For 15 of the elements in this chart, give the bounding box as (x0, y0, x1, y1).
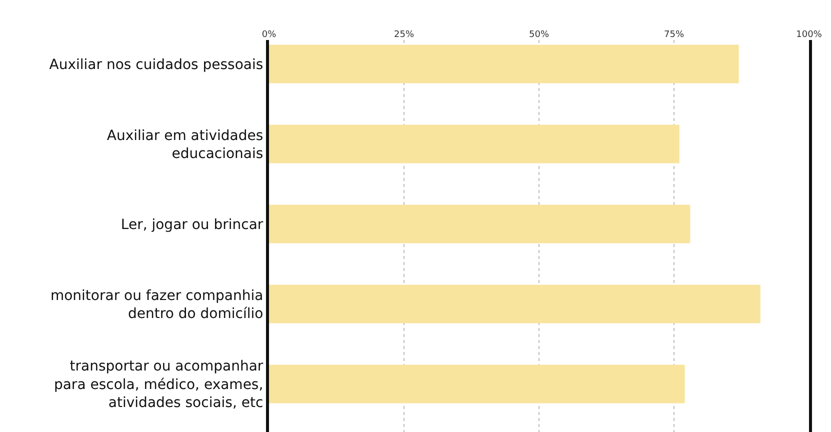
x-tick-label: 50% (528, 30, 550, 40)
bar (269, 124, 680, 164)
y-tick-label: Ler, jogar ou brincar (120, 216, 264, 233)
bar (269, 44, 739, 84)
y-tick-label: monitorar ou fazer companhia dentro do domicílio (50, 288, 264, 322)
bar (269, 204, 690, 244)
bar (269, 284, 760, 324)
y-tick-label: Auxiliar em atividades educacionais (106, 128, 264, 162)
x-tick-label: 75% (664, 30, 684, 40)
bar (269, 364, 685, 404)
x-tick-label: 100% (796, 30, 822, 40)
y-tick-label: Auxiliar nos cuidados pessoais (49, 56, 264, 73)
x-tick-label: 25% (394, 30, 414, 40)
y-tick-label: transportar ou acompanhar para escola, médico, exames, atividades sociais, etc (54, 358, 264, 412)
x-tick-label: 0% (262, 30, 277, 40)
